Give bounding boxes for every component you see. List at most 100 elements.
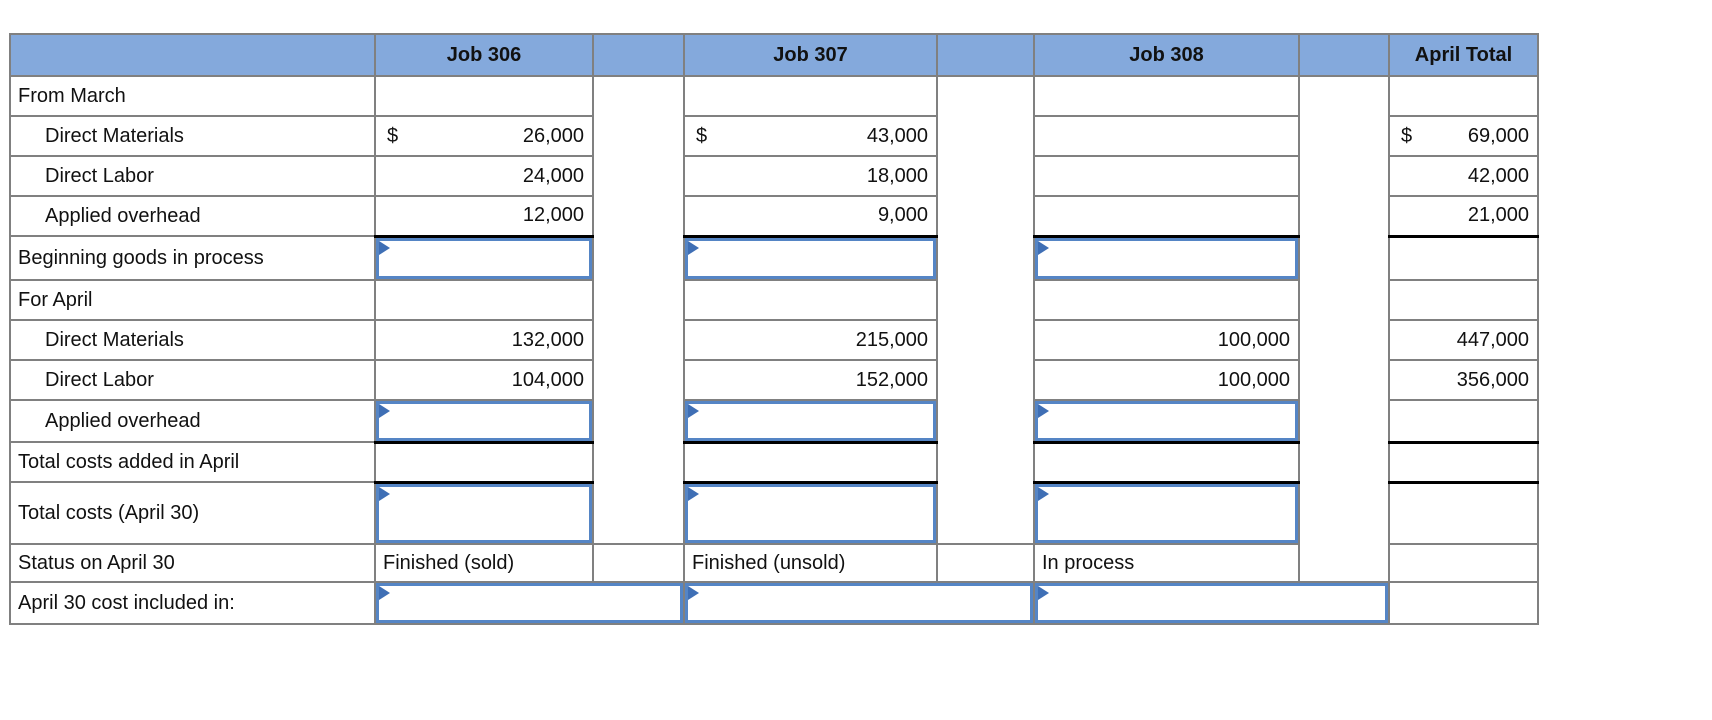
triangle-right-icon <box>688 486 699 501</box>
input-bgip-job307[interactable] <box>686 238 935 278</box>
input-included-job306[interactable] <box>377 584 682 622</box>
input-total-costs-job307[interactable] <box>686 484 935 542</box>
cell-j307-dl-april: 152,000 <box>683 359 938 401</box>
row-label-applied-overhead-april: Applied overhead <box>9 399 376 443</box>
cell-total-dm-april: 447,000 <box>1388 319 1539 361</box>
input-cell-bgip-job306[interactable] <box>374 235 594 281</box>
cell-total-total-costs-added <box>1388 440 1539 484</box>
row-status-april30: Status on April 30 Finished (sold) Finis… <box>9 543 1539 583</box>
cell-j308-total-costs-added <box>1033 440 1300 484</box>
input-total-costs-job308[interactable] <box>1036 484 1297 542</box>
input-cell-ao-april-job308[interactable] <box>1033 399 1300 443</box>
input-bgip-job308[interactable] <box>1036 238 1297 278</box>
amount: 26,000 <box>522 124 584 147</box>
input-included-job307[interactable] <box>686 584 1032 622</box>
cell-j307-dm-march: $43,000 <box>683 115 938 157</box>
row-label-total-costs-added: Total costs added in April <box>9 441 376 483</box>
row-label-total-costs-april30: Total costs (April 30) <box>9 481 376 545</box>
cell-total-bgip <box>1388 235 1539 281</box>
input-total-costs-job306[interactable] <box>377 484 591 542</box>
row-applied-overhead-march: Applied overhead 12,000 9,000 21,000 <box>9 195 1539 238</box>
cell-j307-total-costs-added <box>683 440 938 484</box>
input-cell-ao-april-job307[interactable] <box>683 399 938 443</box>
input-ao-april-job308[interactable] <box>1036 402 1297 440</box>
row-total-costs-added: Total costs added in April <box>9 440 1539 484</box>
cell-j308-dm-april: 100,000 <box>1033 319 1300 361</box>
input-cell-bgip-job308[interactable] <box>1033 235 1300 281</box>
row-from-march: From March <box>9 75 1539 544</box>
triangle-right-icon <box>688 240 699 255</box>
spacer-status-3 <box>1298 544 1390 583</box>
input-cell-total-costs-job308[interactable] <box>1033 481 1300 545</box>
input-bgip-job306[interactable] <box>377 238 591 278</box>
cell-j308-ao-march <box>1033 195 1300 238</box>
header-job-308: Job 308 <box>1033 33 1300 77</box>
cell-j306-status: Finished (sold) <box>374 543 594 583</box>
header-spacer-2 <box>936 33 1035 77</box>
header-job-306: Job 306 <box>374 33 594 77</box>
triangle-right-icon <box>379 586 390 600</box>
cell-j306-from-march <box>374 75 594 117</box>
row-direct-labor-april: Direct Labor 104,000 152,000 100,000 356… <box>9 359 1539 401</box>
spacer-status-2 <box>936 543 1035 583</box>
cell-total-cost-included <box>1388 581 1539 625</box>
header-spacer-3 <box>1298 33 1390 77</box>
row-direct-labor-march: Direct Labor 24,000 18,000 42,000 <box>9 155 1539 197</box>
job-cost-table: Job 306 Job 307 Job 308 April Total From… <box>9 33 1539 625</box>
header-spacer-1 <box>592 33 685 77</box>
row-label-from-march: From March <box>9 75 376 117</box>
row-label-beginning-goods: Beginning goods in process <box>9 235 376 281</box>
cell-j306-dl-april: 104,000 <box>374 359 594 401</box>
cell-j308-dl-april: 100,000 <box>1033 359 1300 401</box>
row-label-direct-materials-march: Direct Materials <box>9 115 376 157</box>
cell-j308-dm-march <box>1033 115 1300 157</box>
currency-symbol: $ <box>696 124 708 147</box>
input-ao-april-job307[interactable] <box>686 402 935 440</box>
row-label-status: Status on April 30 <box>9 543 376 583</box>
row-label-direct-materials-april: Direct Materials <box>9 319 376 361</box>
amount: 43,000 <box>866 124 928 147</box>
input-ao-april-job306[interactable] <box>377 402 591 440</box>
row-label-direct-labor-april: Direct Labor <box>9 359 376 401</box>
spacer-column-3 <box>1298 76 1390 544</box>
input-cell-total-costs-job307[interactable] <box>683 481 938 545</box>
cell-total-dl-april: 356,000 <box>1388 359 1539 401</box>
triangle-right-icon <box>688 586 699 600</box>
amount: 69,000 <box>1467 124 1529 147</box>
cell-j306-total-costs-added <box>374 440 594 484</box>
cell-total-status <box>1388 543 1539 583</box>
cell-j306-dm-march: $26,000 <box>374 115 594 157</box>
cell-j308-status: In process <box>1033 543 1300 583</box>
cell-total-dm-march: $69,000 <box>1388 115 1539 157</box>
row-label-direct-labor-march: Direct Labor <box>9 155 376 197</box>
cell-total-from-march <box>1388 75 1539 117</box>
header-april-total: April Total <box>1388 33 1539 77</box>
row-applied-overhead-april: Applied overhead <box>9 399 1539 443</box>
spacer-status-1 <box>592 543 685 583</box>
input-cell-bgip-job307[interactable] <box>683 235 938 281</box>
row-label-for-april: For April <box>9 279 376 321</box>
triangle-right-icon <box>1038 486 1049 501</box>
input-included-job308[interactable] <box>1036 584 1387 622</box>
cell-total-dl-march: 42,000 <box>1388 155 1539 197</box>
input-cell-included-job306[interactable] <box>374 581 685 625</box>
row-label-applied-overhead-march: Applied overhead <box>9 195 376 237</box>
cell-j306-dl-march: 24,000 <box>374 155 594 197</box>
cell-j306-dm-april: 132,000 <box>374 319 594 361</box>
input-cell-ao-april-job306[interactable] <box>374 399 594 443</box>
input-cell-included-job308[interactable] <box>1033 581 1390 625</box>
cell-j306-for-april <box>374 279 594 321</box>
triangle-right-icon <box>379 486 390 501</box>
triangle-right-icon <box>1038 404 1049 418</box>
cell-j307-from-march <box>683 75 938 117</box>
cell-j306-ao-march: 12,000 <box>374 195 594 238</box>
cell-j308-for-april <box>1033 279 1300 321</box>
row-april30-cost-included: April 30 cost included in: <box>9 581 1539 625</box>
cell-j308-dl-march <box>1033 155 1300 197</box>
triangle-right-icon <box>379 404 390 418</box>
cell-total-ao-march: 21,000 <box>1388 195 1539 238</box>
cell-j308-from-march <box>1033 75 1300 117</box>
input-cell-total-costs-job306[interactable] <box>374 481 594 545</box>
input-cell-included-job307[interactable] <box>683 581 1035 625</box>
